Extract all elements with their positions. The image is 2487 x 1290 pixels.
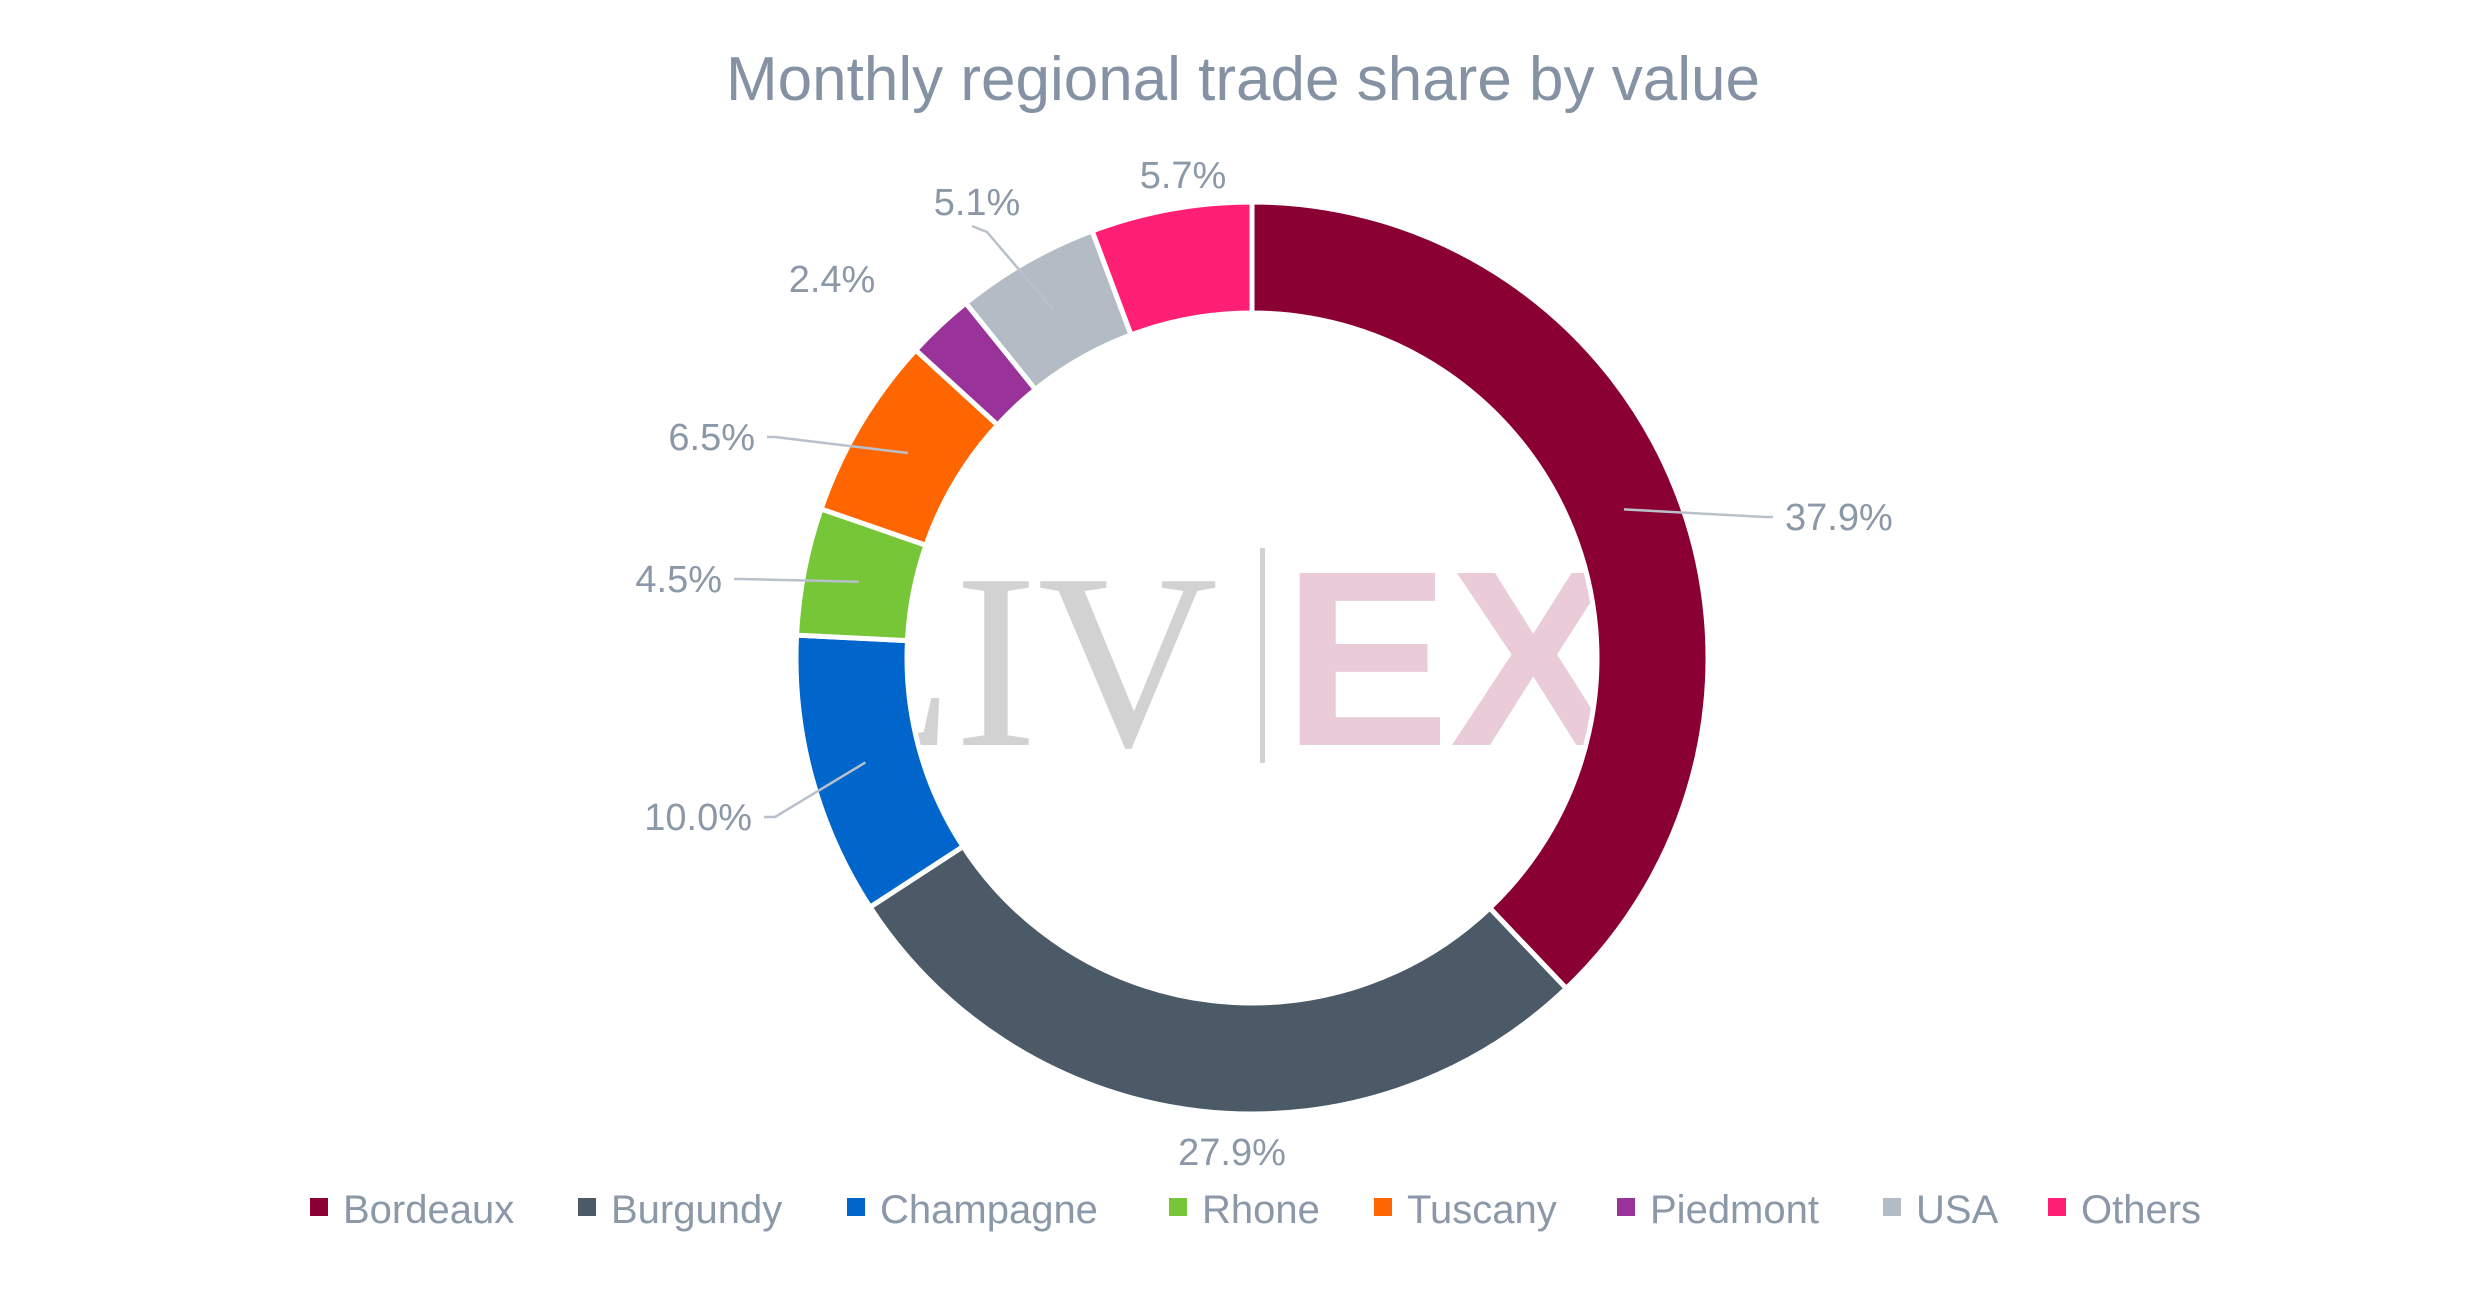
data-labels: 37.9% 27.9% 10.0% 4.5% 6.5% 2.4% 5.1% 5.7% xyxy=(635,155,1892,1174)
data-label-bordeaux: 37.9% xyxy=(1785,497,1893,539)
data-label-burgundy: 27.9% xyxy=(1178,1132,1286,1174)
legend-swatch-champagne xyxy=(847,1198,865,1216)
leader-lines xyxy=(734,224,1773,819)
legend-swatch-tuscany xyxy=(1374,1198,1392,1216)
legend-label-champagne: Champagne xyxy=(880,1188,1098,1232)
data-label-tuscany: 6.5% xyxy=(668,417,755,459)
legend-swatch-usa xyxy=(1883,1198,1901,1216)
watermark-ex: EX xyxy=(1283,519,1617,798)
leader-line-bordeaux xyxy=(1623,508,1773,519)
legend-label-burgundy: Burgundy xyxy=(611,1188,782,1232)
leader-line-tuscany xyxy=(767,435,909,455)
donut-slices xyxy=(793,199,1711,1117)
chart-title: Monthly regional trade share by value xyxy=(726,45,1760,114)
data-label-usa: 5.1% xyxy=(934,182,1021,224)
legend-swatch-piedmont xyxy=(1617,1198,1635,1216)
legend-label-rhone: Rhone xyxy=(1202,1188,1320,1232)
slice-others xyxy=(1088,199,1255,339)
legend-swatch-rhone xyxy=(1169,1198,1187,1216)
leader-line-champagne xyxy=(764,761,867,819)
data-label-rhone: 4.5% xyxy=(635,559,722,601)
legend-label-others: Others xyxy=(2081,1188,2201,1232)
leader-line-usa xyxy=(971,224,1055,311)
data-label-others: 5.7% xyxy=(1140,155,1227,197)
data-label-champagne: 10.0% xyxy=(644,797,752,839)
slice-bordeaux xyxy=(1249,199,1711,992)
slice-burgundy xyxy=(866,843,1570,1117)
legend: Bordeaux Burgundy Champagne Rhone Tuscany Pie… xyxy=(310,1188,2201,1232)
watermark-divider xyxy=(1260,548,1265,763)
legend-label-usa: USA xyxy=(1916,1188,1999,1232)
legend-swatch-bordeaux xyxy=(310,1198,328,1216)
legend-label-piedmont: Piedmont xyxy=(1650,1188,1819,1232)
legend-label-tuscany: Tuscany xyxy=(1407,1188,1557,1232)
leader-line-rhone xyxy=(734,577,859,583)
legend-swatch-burgundy xyxy=(578,1198,596,1216)
data-label-piedmont: 2.4% xyxy=(789,259,876,301)
legend-swatch-others xyxy=(2048,1198,2066,1216)
legend-label-bordeaux: Bordeaux xyxy=(343,1188,514,1232)
